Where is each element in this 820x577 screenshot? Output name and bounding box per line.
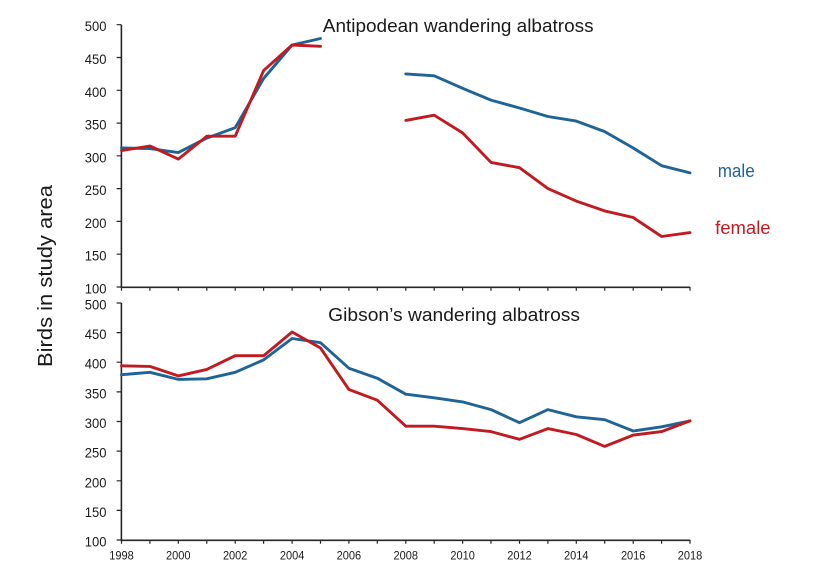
svg-text:2012: 2012 xyxy=(507,549,532,563)
svg-text:100: 100 xyxy=(85,281,107,297)
svg-text:2006: 2006 xyxy=(337,549,362,563)
svg-text:400: 400 xyxy=(85,356,107,372)
svg-text:1998: 1998 xyxy=(109,549,134,563)
svg-text:200: 200 xyxy=(85,215,107,231)
svg-text:2008: 2008 xyxy=(394,549,419,563)
svg-text:2016: 2016 xyxy=(621,549,646,563)
svg-text:350: 350 xyxy=(85,385,107,401)
svg-text:300: 300 xyxy=(85,149,107,165)
svg-text:450: 450 xyxy=(85,51,107,67)
svg-text:Antipodean wandering albatross: Antipodean wandering albatross xyxy=(323,15,594,36)
svg-text:350: 350 xyxy=(85,117,107,133)
svg-text:300: 300 xyxy=(85,415,107,431)
svg-text:male: male xyxy=(718,161,755,181)
svg-text:250: 250 xyxy=(85,182,107,198)
svg-text:150: 150 xyxy=(85,504,107,520)
svg-text:female: female xyxy=(715,218,771,238)
svg-text:250: 250 xyxy=(85,445,107,461)
svg-text:2010: 2010 xyxy=(450,549,475,563)
svg-text:2000: 2000 xyxy=(166,549,191,563)
svg-text:200: 200 xyxy=(85,474,107,490)
svg-text:2004: 2004 xyxy=(280,549,305,563)
svg-text:450: 450 xyxy=(85,326,107,342)
svg-text:2014: 2014 xyxy=(564,549,589,563)
svg-text:2018: 2018 xyxy=(678,549,703,563)
svg-text:500: 500 xyxy=(85,297,107,313)
svg-text:Gibson’s wandering albatross: Gibson’s wandering albatross xyxy=(328,304,580,325)
svg-text:400: 400 xyxy=(85,84,107,100)
svg-text:100: 100 xyxy=(85,534,107,550)
svg-text:Birds in study area: Birds in study area xyxy=(34,184,57,367)
svg-text:500: 500 xyxy=(85,18,107,34)
svg-text:2002: 2002 xyxy=(223,549,248,563)
svg-text:150: 150 xyxy=(85,248,107,264)
